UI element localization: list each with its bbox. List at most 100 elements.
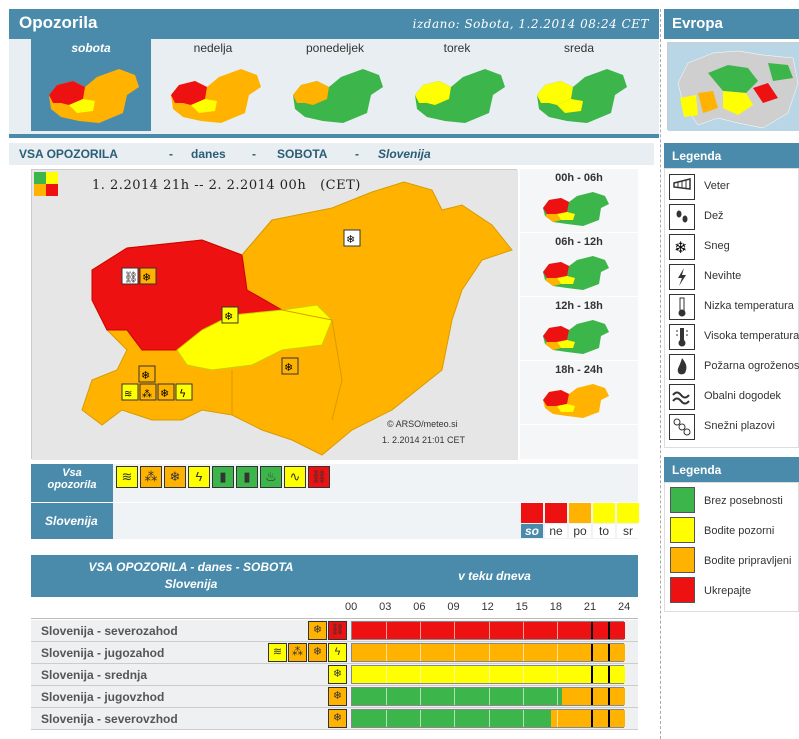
table-row[interactable]: Slovenija - srednja ❄ xyxy=(31,664,638,686)
day-map-torek xyxy=(415,69,505,123)
hour-gridline xyxy=(488,710,490,727)
timeline-segment xyxy=(562,688,625,705)
hour-tick-label: 00 xyxy=(345,601,358,613)
snow-icon: ❄ xyxy=(328,665,347,684)
svg-text:❄: ❄ xyxy=(674,238,687,257)
hour-gridline xyxy=(522,622,524,639)
europe-title: Evropa xyxy=(672,15,723,32)
issued-timestamp: izdano: Sobota, 1.2.2014 08:24 CET xyxy=(412,17,649,31)
tab-label: sreda xyxy=(563,41,595,55)
region-name: Slovenija - jugovzhod xyxy=(41,690,165,704)
fire-danger-icon xyxy=(669,354,695,380)
legend-item: Visoka temperatura xyxy=(667,322,799,350)
time-slot[interactable]: 06h - 12h xyxy=(520,233,638,297)
svg-text:⁂: ⁂ xyxy=(142,388,152,400)
region-name: Slovenija - severozahod xyxy=(41,624,178,638)
current-time-marker xyxy=(590,688,593,705)
region-name: Slovenija - jugozahod xyxy=(41,646,165,660)
wind-icon xyxy=(669,174,695,200)
time-slot-label: 06h - 12h xyxy=(555,236,603,248)
fire-danger-icon[interactable]: ♨ xyxy=(260,466,282,488)
hour-gridline xyxy=(522,688,524,705)
time-slot-label: 00h - 06h xyxy=(555,172,603,184)
hour-gridline xyxy=(556,622,558,639)
row-icons: ❄ ⛓ xyxy=(308,621,347,641)
hour-tick-label: 06 xyxy=(413,601,426,613)
page-header: Opozorila izdano: Sobota, 1.2.2014 08:24… xyxy=(9,9,659,39)
snow-icon: ❄ xyxy=(308,643,327,662)
time-slot[interactable]: 18h - 24h xyxy=(520,361,638,425)
low-temperature-icon xyxy=(669,294,695,320)
title-region: Slovenija xyxy=(378,147,431,161)
rain-icon: ⁂ xyxy=(288,643,307,662)
table-row[interactable]: Slovenija - jugovzhod ❄ xyxy=(31,686,638,708)
day-level-block[interactable] xyxy=(569,503,591,523)
hour-gridline xyxy=(556,710,558,727)
high-temperature-icon xyxy=(669,324,695,350)
day-level-block[interactable] xyxy=(545,503,567,523)
timeline-segment xyxy=(551,710,625,727)
section-title: VSA OPOZORILA - danes - SOBOTA - Sloveni… xyxy=(9,143,654,165)
day-level-label[interactable]: so xyxy=(521,524,543,538)
hour-gridline xyxy=(488,622,490,639)
title-part: SOBOTA xyxy=(277,147,328,161)
tab-torek[interactable]: torek xyxy=(397,39,517,131)
hour-gridline xyxy=(488,644,490,661)
thunderstorm-icon[interactable]: ϟ xyxy=(188,466,210,488)
time-slot-label: 18h - 24h xyxy=(555,364,603,376)
day-map-ponedeljek xyxy=(293,69,383,123)
day-level-label[interactable]: to xyxy=(593,524,615,538)
hour-tick-label: 12 xyxy=(481,601,494,613)
snow-icon: ❄ xyxy=(669,234,695,260)
day-level-label[interactable]: ne xyxy=(545,524,567,538)
tab-ponedeljek[interactable]: ponedeljek xyxy=(275,39,395,131)
wind-icon[interactable]: ≋ xyxy=(116,466,138,488)
title-dash: - xyxy=(169,147,173,161)
day-level-block[interactable] xyxy=(593,503,615,523)
hour-gridline xyxy=(386,666,388,683)
rain-icon[interactable]: ⁂ xyxy=(140,466,162,488)
europe-map-thumbnail[interactable] xyxy=(667,42,799,131)
tab-label: nedelja xyxy=(193,41,233,55)
timeline-bar xyxy=(351,621,625,640)
timeline-bar xyxy=(351,709,625,728)
day-map-nedelja xyxy=(171,69,261,123)
coastal-event-icon[interactable]: ∿ xyxy=(284,466,306,488)
time-slot[interactable]: 12h - 18h xyxy=(520,297,638,361)
tab-label: sobota xyxy=(71,41,111,55)
day-level-block[interactable] xyxy=(617,503,639,523)
all-warnings-label: Vsa opozorila xyxy=(31,464,113,502)
table-row[interactable]: Slovenija - severozahod ❄ ⛓ xyxy=(31,620,638,642)
table-row[interactable]: Slovenija - severovzhod ❄ xyxy=(31,708,638,730)
tab-sobota[interactable]: sobota xyxy=(31,39,151,131)
hour-tick-label: 24 xyxy=(618,601,631,613)
current-time-marker xyxy=(590,710,593,727)
legend-title: Legenda xyxy=(672,463,722,477)
svg-text:❄: ❄ xyxy=(284,361,293,374)
day-level-block[interactable] xyxy=(521,503,543,523)
daily-level-row: so ne po to sr xyxy=(113,503,639,539)
current-time-marker xyxy=(607,622,610,639)
snow-icon[interactable]: ❄ xyxy=(164,466,186,488)
title-dash: - xyxy=(252,147,256,161)
current-time-marker xyxy=(607,666,610,683)
table-row[interactable]: Slovenija - jugozahod ≋ ⁂ ❄ ϟ xyxy=(31,642,638,664)
hour-tick-label: 03 xyxy=(379,601,392,613)
avalanche-icon[interactable]: ⛓ xyxy=(308,466,330,488)
current-time-marker xyxy=(607,688,610,705)
europe-header[interactable]: Evropa xyxy=(664,9,799,39)
day-level-label[interactable]: po xyxy=(569,524,591,538)
day-level-label[interactable]: sr xyxy=(617,524,639,538)
low-temperature-icon[interactable]: ▮ xyxy=(212,466,234,488)
current-time-marker xyxy=(590,622,593,639)
hour-tick-label: 21 xyxy=(583,601,597,613)
svg-text:❄: ❄ xyxy=(160,387,169,400)
time-slot-list: 00h - 06h 06h - 12h 12h - 18h 18h - 24h xyxy=(520,169,638,459)
tab-nedelja[interactable]: nedelja xyxy=(153,39,273,131)
warning-map[interactable]: ❄ ⛓ ❄ ❄ ❄ ❄ ≋ ⁂ ❄ ϟ 1. 2.2014 21h -- 2. … xyxy=(31,169,518,460)
snow-icon: ❄ xyxy=(328,687,347,706)
time-slot[interactable]: 00h - 06h xyxy=(520,169,638,233)
hour-gridline xyxy=(420,710,422,727)
high-temperature-icon[interactable]: ▮ xyxy=(236,466,258,488)
tab-sreda[interactable]: sreda xyxy=(519,39,639,131)
